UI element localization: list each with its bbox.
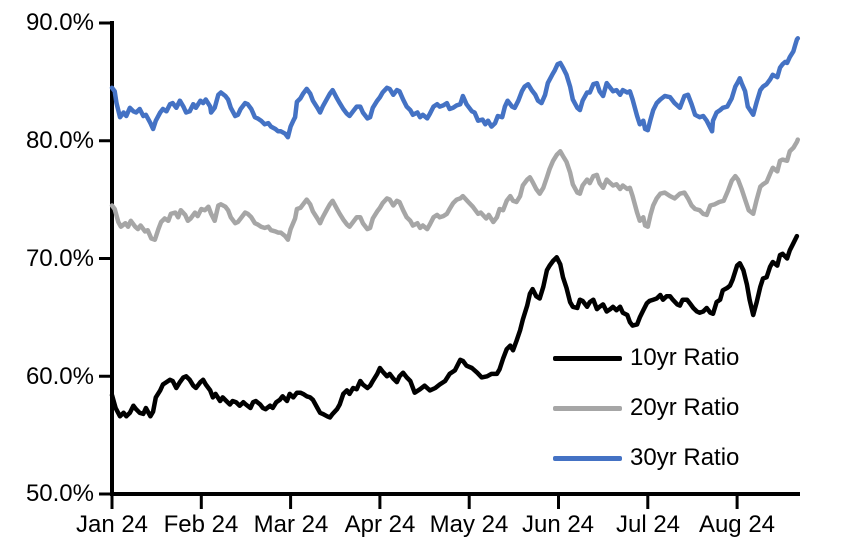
x-tick-label-feb: Feb 24 bbox=[163, 511, 239, 538]
y-tick-label-90: 90.0% bbox=[25, 9, 94, 36]
y-tick-label-70: 70.0% bbox=[25, 245, 94, 272]
y-tick-label-80: 80.0% bbox=[25, 127, 94, 154]
x-tick-label-apr: Apr 24 bbox=[344, 511, 416, 538]
legend-item-10yr: 10yr Ratio bbox=[553, 343, 813, 373]
legend-swatch-20yr bbox=[553, 406, 622, 411]
legend-item-20yr: 20yr Ratio bbox=[553, 393, 813, 423]
x-tick-label-jul: Jul 24 bbox=[615, 511, 681, 538]
x-tick-label-mar: Mar 24 bbox=[253, 511, 329, 538]
x-tick-label-jan: Jan 24 bbox=[75, 511, 149, 538]
series-line-10yr-ratio bbox=[109, 233, 800, 420]
y-tick-label-60: 60.0% bbox=[25, 363, 94, 390]
legend-swatch-30yr bbox=[553, 456, 622, 461]
legend-item-30yr: 30yr Ratio bbox=[553, 443, 813, 473]
legend-label-30yr: 30yr Ratio bbox=[630, 444, 740, 471]
x-tick-label-aug: Aug 24 bbox=[698, 511, 776, 538]
legend-label-10yr: 10yr Ratio bbox=[630, 344, 740, 371]
x-tick-label-jun: Jun 24 bbox=[521, 511, 595, 538]
series-line-30yr-ratio bbox=[109, 36, 801, 140]
legend-label-20yr: 20yr Ratio bbox=[630, 394, 740, 421]
x-tick-label-may: May 24 bbox=[429, 511, 509, 538]
series-line-20yr-ratio bbox=[109, 137, 801, 242]
legend-swatch-10yr bbox=[553, 356, 622, 361]
y-tick-label-50: 50.0% bbox=[25, 480, 94, 507]
